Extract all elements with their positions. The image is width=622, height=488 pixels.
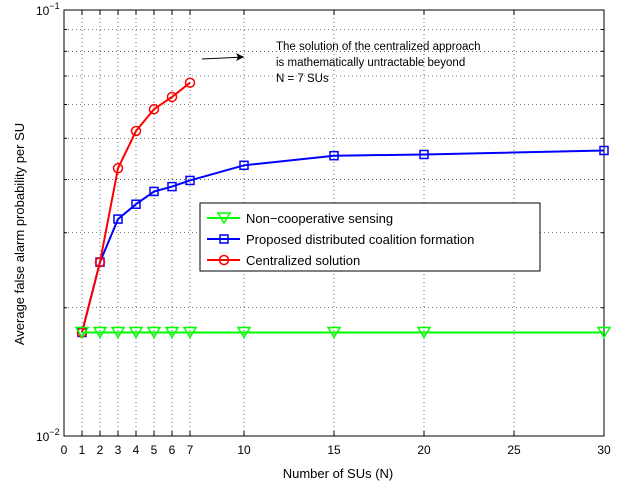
data-point-circle [94,256,106,268]
annotation-line-1: The solution of the centralized approach [276,41,481,53]
x-axis-label: Number of SUs (N) [283,466,394,481]
x-tick-label: 25 [507,443,521,457]
legend-entry-non-cooperative: Non−cooperative sensing [207,211,393,226]
annotation-arrow-head [236,53,244,61]
data-point-triangle [416,326,432,339]
data-point-triangle [74,326,90,339]
series-group [74,77,612,339]
x-tick-label: 2 [97,443,104,457]
data-point-square [185,175,195,186]
x-tick-label: 7 [187,443,194,457]
data-point-square [419,149,429,160]
data-point-circle [184,77,196,88]
data-point-square [113,214,123,224]
data-point-triangle [326,326,342,339]
series-line-circle [81,81,191,333]
data-point-square [149,186,159,197]
annotation-line-2: is mathematically untractable beyond [276,57,465,69]
data-point-circle [166,91,178,103]
data-point-triangle [182,326,198,339]
data-point-circle [112,163,124,174]
data-point-square [131,199,141,209]
data-point-triangle [596,326,612,339]
legend-marker-circle [218,254,230,266]
x-tick-label: 0 [61,443,68,457]
data-point-square [599,145,609,156]
x-tick-label: 15 [327,443,341,457]
x-tick-label: 5 [151,443,158,457]
data-point-square [167,181,177,192]
data-point-triangle [128,326,144,339]
legend-label-centralized: Centralized solution [246,253,360,268]
data-point-circle [148,103,160,115]
data-point-square [329,150,339,161]
annotation-line-3: N = 7 SUs [276,73,329,85]
x-tick-label: 10 [237,443,251,457]
series-line-square [81,149,605,333]
y-axis-label: Average false alarm probability per SU [12,123,27,345]
x-tick-label: 3 [115,443,122,457]
annotation: The solution of the centralized approach… [201,41,481,85]
data-point-triangle [92,326,108,339]
x-tick-label: 6 [169,443,176,457]
x-tick-label: 30 [597,443,611,457]
legend-entry-centralized: Centralized solution [207,253,360,268]
legend-entry-proposed: Proposed distributed coalition formation [207,232,474,247]
data-point-square [239,160,249,171]
legend-label-proposed: Proposed distributed coalition formation [246,232,474,247]
x-tick-label: 4 [133,443,140,457]
data-point-triangle [236,326,252,339]
ticks: 0 1 2 3 4 5 6 7 10 15 20 25 30 10−2 10−1 [36,1,611,457]
data-point-triangle [146,326,162,339]
legend-box [199,202,541,272]
x-tick-label: 1 [79,443,86,457]
data-point-circle [130,125,142,137]
y-tick-label-bottom: 10−2 [36,427,60,444]
x-tick-label: 20 [417,443,431,457]
legend-marker-square [219,234,229,244]
data-point-triangle [164,326,180,339]
legend-marker-triangle-down [216,212,232,225]
y-tick-label-top: 10−1 [36,1,60,18]
legend: Non−cooperative sensing Proposed distrib… [199,202,541,272]
annotation-arrow-shaft [201,56,245,60]
data-point-triangle [110,326,126,339]
legend-label-non-cooperative: Non−cooperative sensing [246,211,393,226]
